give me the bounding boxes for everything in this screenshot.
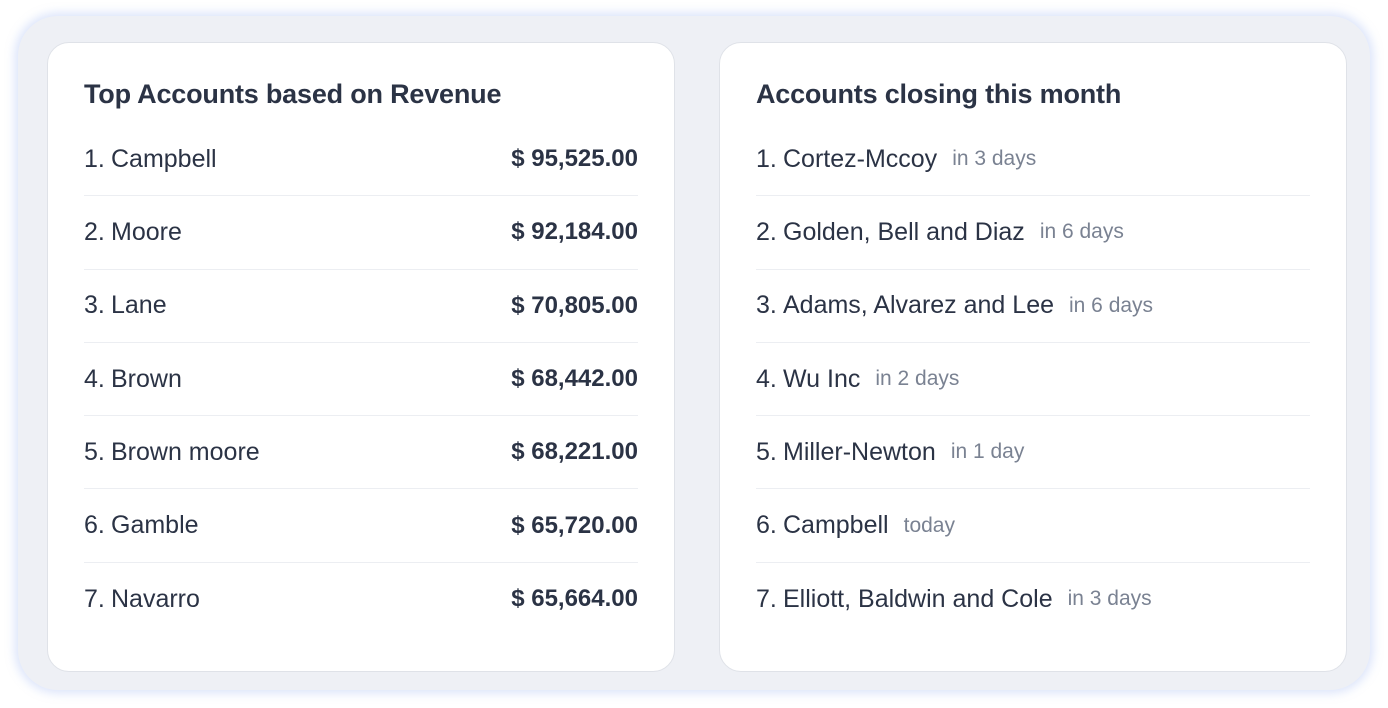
top-account-row[interactable]: 3. Lane $ 70,805.00	[84, 270, 638, 343]
account-revenue: $ 70,805.00	[511, 291, 638, 319]
closing-time: in 3 days	[1067, 587, 1152, 611]
top-account-row[interactable]: 1. Campbell $ 95,525.00	[84, 123, 638, 197]
account-name: Golden, Bell and Diaz	[783, 217, 1025, 246]
row-index: 1.	[84, 144, 105, 173]
row-index: 3.	[756, 291, 777, 320]
closing-accounts-card: Accounts closing this month 1. Cortez-Mc…	[719, 42, 1347, 672]
account-name: Lane	[111, 291, 167, 320]
closing-time: in 3 days	[952, 147, 1037, 171]
account-name: Brown moore	[111, 437, 260, 466]
top-account-row[interactable]: 5. Brown moore $ 68,221.00	[84, 416, 638, 490]
account-name: Campbell	[783, 511, 889, 540]
account-revenue: $ 95,525.00	[511, 145, 638, 173]
row-index: 6.	[84, 511, 105, 540]
closing-time: in 6 days	[1039, 220, 1124, 244]
top-account-row[interactable]: 2. Moore $ 92,184.00	[84, 196, 638, 270]
closing-account-row[interactable]: 7. Elliott, Baldwin and Cole in 3 days	[756, 563, 1310, 636]
closing-accounts-list: 1. Cortez-Mccoy in 3 days 2. Golden, Bel…	[756, 123, 1310, 636]
account-revenue: $ 68,221.00	[511, 438, 638, 466]
top-accounts-list: 1. Campbell $ 95,525.00 2. Moore $ 92,18…	[84, 123, 638, 636]
account-name: Campbell	[111, 144, 217, 173]
row-index: 2.	[84, 217, 105, 246]
top-account-row[interactable]: 4. Brown $ 68,442.00	[84, 343, 638, 417]
top-accounts-card: Top Accounts based on Revenue 1. Campbel…	[47, 42, 675, 672]
row-index: 4.	[756, 364, 777, 393]
account-name: Brown	[111, 364, 182, 393]
row-index: 7.	[756, 584, 777, 613]
row-index: 2.	[756, 217, 777, 246]
account-revenue: $ 92,184.00	[511, 218, 638, 246]
row-index: 7.	[84, 584, 105, 613]
row-index: 6.	[756, 511, 777, 540]
account-name: Wu Inc	[783, 364, 861, 393]
closing-account-row[interactable]: 2. Golden, Bell and Diaz in 6 days	[756, 196, 1310, 270]
dashboard-frame: Top Accounts based on Revenue 1. Campbel…	[18, 16, 1370, 690]
row-index: 3.	[84, 291, 105, 320]
account-name: Elliott, Baldwin and Cole	[783, 584, 1053, 613]
closing-account-row[interactable]: 4. Wu Inc in 2 days	[756, 343, 1310, 417]
closing-account-row[interactable]: 6. Campbell today	[756, 489, 1310, 563]
top-account-row[interactable]: 6. Gamble $ 65,720.00	[84, 489, 638, 563]
closing-accounts-title: Accounts closing this month	[756, 79, 1122, 109]
closing-account-row[interactable]: 3. Adams, Alvarez and Lee in 6 days	[756, 270, 1310, 343]
row-index: 4.	[84, 364, 105, 393]
closing-time: in 2 days	[875, 367, 960, 391]
top-accounts-title: Top Accounts based on Revenue	[84, 79, 502, 109]
closing-time: in 1 day	[950, 440, 1025, 464]
account-revenue: $ 68,442.00	[511, 365, 638, 393]
top-account-row[interactable]: 7. Navarro $ 65,664.00	[84, 563, 638, 636]
closing-account-row[interactable]: 5. Miller-Newton in 1 day	[756, 416, 1310, 490]
account-name: Navarro	[111, 584, 200, 613]
closing-account-row[interactable]: 1. Cortez-Mccoy in 3 days	[756, 123, 1310, 197]
row-index: 5.	[84, 437, 105, 466]
account-name: Cortez-Mccoy	[783, 144, 938, 173]
closing-time: in 6 days	[1069, 293, 1154, 317]
account-name: Gamble	[111, 511, 199, 540]
account-name: Moore	[111, 217, 182, 246]
account-name: Miller-Newton	[783, 437, 936, 466]
account-name: Adams, Alvarez and Lee	[783, 291, 1054, 320]
account-revenue: $ 65,664.00	[511, 585, 638, 613]
row-index: 5.	[756, 437, 777, 466]
account-revenue: $ 65,720.00	[511, 511, 638, 539]
closing-time: today	[903, 513, 955, 537]
row-index: 1.	[756, 144, 777, 173]
